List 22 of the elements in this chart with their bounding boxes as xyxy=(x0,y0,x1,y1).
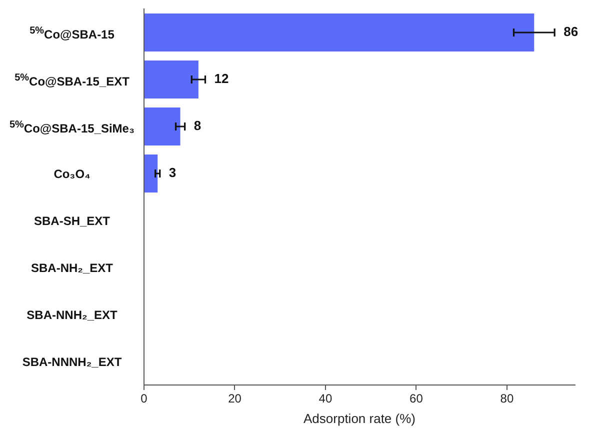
data-label: 12 xyxy=(214,71,229,86)
y-tick-label: SBA-NNNH₂_EXT xyxy=(21,354,123,368)
y-tick-label: Co₃O₄ xyxy=(52,166,92,180)
x-tick-label: 40 xyxy=(318,392,332,406)
data-label: 3 xyxy=(168,165,176,180)
bar xyxy=(144,107,180,146)
x-tick-label: 60 xyxy=(410,392,424,406)
data-label: 8 xyxy=(194,118,202,134)
x-tick-label: 0 xyxy=(140,392,148,406)
data-label: 86 xyxy=(564,24,578,40)
bar xyxy=(144,13,534,52)
x-axis-title: Adsorption rate (%) xyxy=(304,410,416,426)
x-tick-label: 80 xyxy=(500,392,514,406)
bar xyxy=(144,154,158,193)
y-tick-label: SBA-NNH₂_EXT xyxy=(26,308,118,322)
bar xyxy=(144,60,198,99)
y-tick-label: $^{5%}$Co@SBA-15_SiMe₃ xyxy=(8,118,136,135)
y-tick-label: $^{5%}$Co@SBA-15_EXT xyxy=(14,71,130,88)
y-tick-label: $^{5%}$Co@SBA-15 xyxy=(28,24,116,41)
y-tick-label: SBA-NH₂_EXT xyxy=(30,260,114,274)
x-tick-label: 20 xyxy=(228,392,242,406)
y-tick-label: SBA-SH_EXT xyxy=(32,214,111,228)
